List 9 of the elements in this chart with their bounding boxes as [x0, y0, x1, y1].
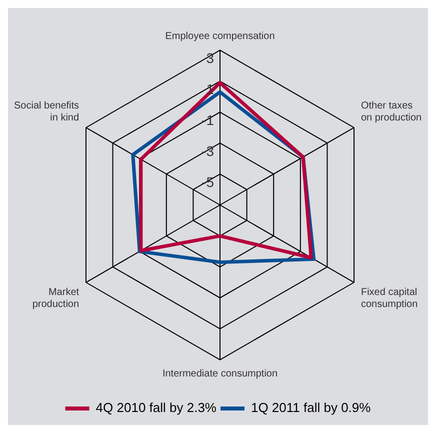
spoke-label: Intermediate consumption — [162, 368, 278, 380]
spoke-label: Other taxes on production — [360, 100, 422, 124]
legend-label: 1Q 2011 fall by 0.9% — [250, 400, 372, 416]
spoke-label: Employee compensation — [165, 30, 275, 42]
spoke-label: Fixed capital consumption — [360, 287, 418, 310]
y-tick-label: 1 — [206, 81, 214, 98]
spoke-label: Social benefits in kind — [14, 100, 80, 124]
legend-label: 4Q 2010 fall by 2.3% — [96, 400, 217, 416]
spoke-label: Market production — [32, 287, 80, 310]
